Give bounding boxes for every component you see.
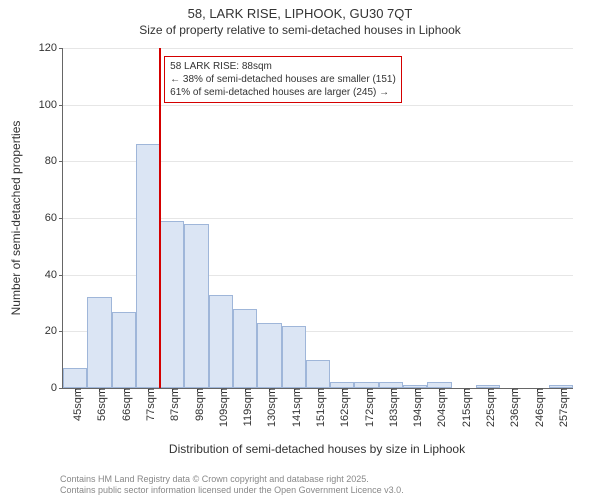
chart-container: 58, LARK RISE, LIPHOOK, GU30 7QT Size of… (0, 0, 600, 500)
x-tick-label: 87sqm (163, 388, 181, 421)
bar (306, 360, 330, 388)
gridline (63, 105, 573, 106)
annotation-line: ← 38% of semi-detached houses are smalle… (170, 73, 396, 86)
x-tick-label: 119sqm (236, 388, 254, 426)
chart-title: 58, LARK RISE, LIPHOOK, GU30 7QT (0, 0, 600, 23)
bar (233, 309, 257, 388)
x-tick-label: 162sqm (333, 388, 351, 427)
x-axis-label: Distribution of semi-detached houses by … (169, 442, 465, 456)
bar (257, 323, 281, 388)
annotation-box: 58 LARK RISE: 88sqm← 38% of semi-detache… (164, 56, 402, 103)
annotation-line: 61% of semi-detached houses are larger (… (170, 86, 396, 99)
x-tick-label: 225sqm (479, 388, 497, 427)
x-tick-label: 56sqm (90, 388, 108, 421)
footer-line-1: Contains HM Land Registry data © Crown c… (60, 474, 404, 485)
y-tick-label: 120 (39, 42, 63, 54)
bar (136, 144, 160, 388)
bar (63, 368, 87, 388)
x-tick-label: 77sqm (139, 388, 157, 421)
footer-attribution: Contains HM Land Registry data © Crown c… (60, 474, 404, 496)
x-tick-label: 130sqm (260, 388, 278, 427)
x-tick-label: 98sqm (188, 388, 206, 421)
bar (184, 224, 208, 388)
bar (87, 297, 111, 388)
x-tick-label: 257sqm (552, 388, 570, 427)
y-tick-label: 0 (51, 382, 63, 394)
x-tick-label: 141sqm (285, 388, 303, 427)
bar (282, 326, 306, 388)
annotation-line: 58 LARK RISE: 88sqm (170, 60, 396, 73)
y-axis-label: Number of semi-detached properties (9, 121, 23, 316)
x-tick-label: 66sqm (115, 388, 133, 421)
bar (112, 312, 136, 389)
reference-line (159, 48, 161, 388)
plot-area: 02040608010012045sqm56sqm66sqm77sqm87sqm… (62, 48, 573, 389)
x-tick-label: 204sqm (430, 388, 448, 427)
x-tick-label: 109sqm (212, 388, 230, 427)
x-tick-label: 246sqm (528, 388, 546, 427)
chart-subtitle: Size of property relative to semi-detach… (0, 23, 600, 39)
x-tick-label: 183sqm (382, 388, 400, 427)
x-tick-label: 172sqm (358, 388, 376, 427)
bar (209, 295, 233, 389)
y-tick-label: 40 (45, 269, 63, 281)
y-tick-label: 20 (45, 325, 63, 337)
x-tick-label: 236sqm (503, 388, 521, 427)
gridline (63, 48, 573, 49)
footer-line-2: Contains public sector information licen… (60, 485, 404, 496)
x-tick-label: 45sqm (66, 388, 84, 421)
bar (160, 221, 184, 388)
y-tick-label: 80 (45, 155, 63, 167)
y-tick-label: 60 (45, 212, 63, 224)
x-tick-label: 151sqm (309, 388, 327, 427)
y-tick-label: 100 (39, 99, 63, 111)
x-tick-label: 194sqm (406, 388, 424, 427)
x-tick-label: 215sqm (455, 388, 473, 427)
